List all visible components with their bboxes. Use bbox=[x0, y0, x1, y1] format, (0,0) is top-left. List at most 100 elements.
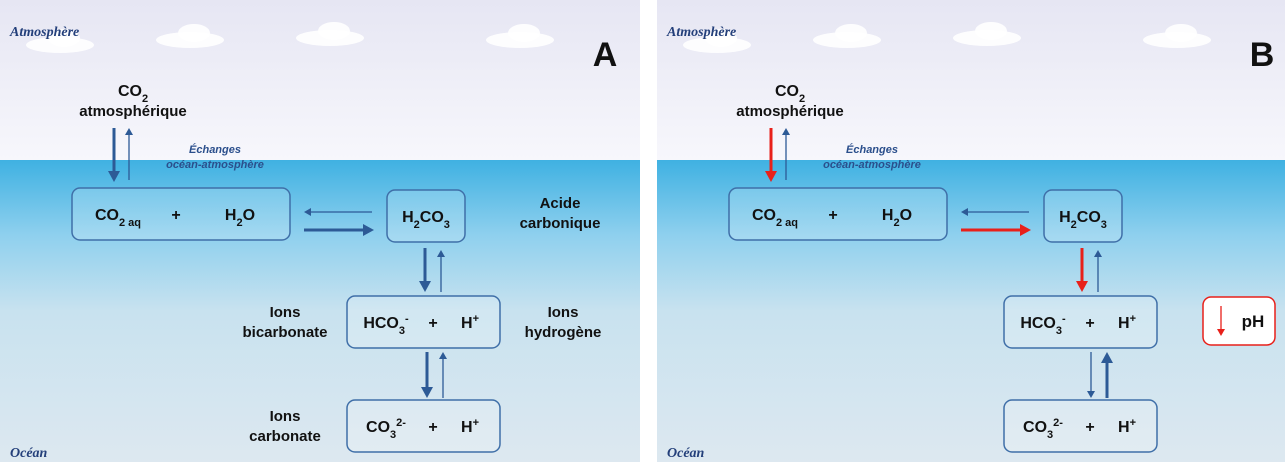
formula-part: + bbox=[473, 417, 479, 429]
arrow-head bbox=[1076, 281, 1088, 292]
formula: CO2 bbox=[775, 83, 805, 105]
label: atmosphérique bbox=[79, 103, 187, 120]
formula-part: 2 bbox=[236, 217, 242, 229]
formula: CO2 aq bbox=[95, 207, 141, 229]
formula-part: 2 bbox=[893, 217, 899, 229]
formula-part: + bbox=[828, 207, 837, 224]
arrow-head bbox=[439, 352, 447, 359]
sky bbox=[657, 0, 1285, 160]
panel-letter: A bbox=[593, 36, 618, 74]
formula-part: HCO bbox=[1020, 315, 1056, 332]
ph-label: pH bbox=[1242, 312, 1265, 331]
formula: H2O bbox=[225, 207, 255, 229]
arrow-head bbox=[765, 171, 777, 182]
species-box bbox=[1043, 189, 1123, 243]
formula: H+ bbox=[461, 313, 479, 332]
atmosphere-label: Atmosphère bbox=[666, 25, 736, 40]
formula: HCO3- bbox=[1020, 313, 1066, 337]
formula: + bbox=[828, 207, 837, 224]
ocean-label: Océan bbox=[667, 446, 705, 461]
formula-part: 2 bbox=[142, 93, 148, 105]
formula-part: H bbox=[225, 207, 237, 224]
formula: CO2 aq bbox=[752, 207, 798, 229]
cloud bbox=[1165, 24, 1197, 42]
cloud bbox=[178, 24, 210, 42]
panel: AtmosphèreOcéanACO2atmosphériqueÉchanges… bbox=[0, 0, 640, 462]
formula-part: CO bbox=[752, 207, 776, 224]
cloud bbox=[705, 29, 737, 47]
formula: + bbox=[428, 315, 437, 332]
formula-part: HCO bbox=[363, 315, 399, 332]
label: Ions bbox=[270, 304, 301, 321]
species-box bbox=[386, 189, 466, 243]
formula: H+ bbox=[461, 417, 479, 436]
formula-part: + bbox=[1130, 417, 1136, 429]
formula-part: H bbox=[1118, 419, 1130, 436]
panel: AtmosphèreOcéanBCO2atmosphériqueÉchanges… bbox=[657, 0, 1285, 462]
formula: H2O bbox=[882, 207, 912, 229]
species-box bbox=[346, 295, 501, 349]
arrow-head bbox=[1101, 352, 1113, 363]
formula: CO2 bbox=[118, 83, 148, 105]
arrow-head bbox=[125, 128, 133, 135]
label: océan-atmosphère bbox=[823, 159, 921, 171]
formula-part: 3 bbox=[1056, 325, 1062, 337]
formula-part: 2 bbox=[799, 93, 805, 105]
formula: + bbox=[171, 207, 180, 224]
formula-part: 3 bbox=[399, 325, 405, 337]
arrow-head bbox=[782, 128, 790, 135]
arrow-head bbox=[1094, 250, 1102, 257]
label: atmosphérique bbox=[736, 103, 844, 120]
species-box bbox=[728, 187, 948, 241]
label: océan-atmosphère bbox=[166, 159, 264, 171]
formula-part: 2 bbox=[1071, 219, 1077, 231]
formula: CO32- bbox=[1023, 417, 1063, 441]
formula-part: + bbox=[473, 313, 479, 325]
formula-part: + bbox=[428, 315, 437, 332]
formula-part: 3 bbox=[1047, 429, 1053, 441]
formula-part: CO bbox=[95, 207, 119, 224]
formula: CO32- bbox=[366, 417, 406, 441]
arrow-head bbox=[961, 208, 968, 216]
formula: H2CO3 bbox=[1059, 209, 1107, 231]
arrow-head bbox=[437, 250, 445, 257]
formula-part: + bbox=[1085, 315, 1094, 332]
formula-part: 2- bbox=[396, 417, 406, 429]
cloud bbox=[975, 22, 1007, 40]
cloud bbox=[508, 24, 540, 42]
label: carbonique bbox=[520, 215, 601, 232]
formula-part: + bbox=[1085, 419, 1094, 436]
cloud bbox=[48, 29, 80, 47]
panel-letter: B bbox=[1250, 36, 1275, 74]
formula: + bbox=[1085, 419, 1094, 436]
formula-part: H bbox=[882, 207, 894, 224]
formula-part: 3 bbox=[390, 429, 396, 441]
formula: H+ bbox=[1118, 313, 1136, 332]
arrow-head bbox=[1020, 224, 1031, 236]
ocean bbox=[0, 160, 640, 462]
formula-part: CO bbox=[366, 419, 390, 436]
label: Échanges bbox=[189, 143, 241, 156]
formula-part: 2 aq bbox=[776, 217, 798, 229]
formula-part: 2 aq bbox=[119, 217, 141, 229]
formula-part: CO bbox=[118, 83, 142, 100]
formula-part: 3 bbox=[444, 219, 450, 231]
formula-part: 3 bbox=[1101, 219, 1107, 231]
label: carbonate bbox=[249, 428, 321, 445]
atmosphere-label: Atmosphère bbox=[9, 25, 79, 40]
formula: + bbox=[1085, 315, 1094, 332]
formula-part: H bbox=[1059, 209, 1071, 226]
label: bicarbonate bbox=[242, 324, 327, 341]
formula-part: O bbox=[243, 207, 255, 224]
formula-part: + bbox=[171, 207, 180, 224]
formula: H2CO3 bbox=[402, 209, 450, 231]
formula-part: CO bbox=[1023, 419, 1047, 436]
formula-part: H bbox=[461, 419, 473, 436]
formula-part: - bbox=[1062, 313, 1066, 325]
formula: H+ bbox=[1118, 417, 1136, 436]
ocean-label: Océan bbox=[10, 446, 48, 461]
arrow-head bbox=[421, 387, 433, 398]
label: Échanges bbox=[846, 143, 898, 156]
formula-part: H bbox=[402, 209, 414, 226]
